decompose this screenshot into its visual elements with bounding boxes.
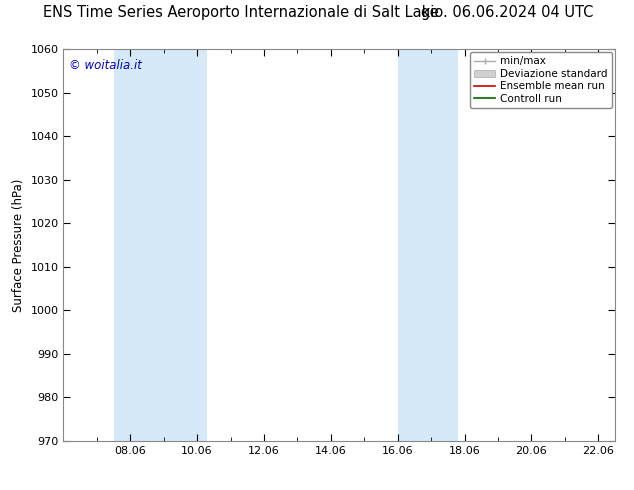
Bar (181, 49, 207, 441)
Bar (398, 49, 431, 441)
Text: gio. 06.06.2024 04 UTC: gio. 06.06.2024 04 UTC (421, 4, 593, 20)
Text: ENS Time Series Aeroporto Internazionale di Salt Lake: ENS Time Series Aeroporto Internazionale… (43, 4, 439, 20)
Y-axis label: Surface Pressure (hPa): Surface Pressure (hPa) (12, 178, 25, 312)
Legend: min/max, Deviazione standard, Ensemble mean run, Controll run: min/max, Deviazione standard, Ensemble m… (470, 52, 612, 108)
Bar (431, 49, 458, 441)
Bar (113, 49, 181, 441)
Text: © woitalia.it: © woitalia.it (69, 59, 142, 72)
